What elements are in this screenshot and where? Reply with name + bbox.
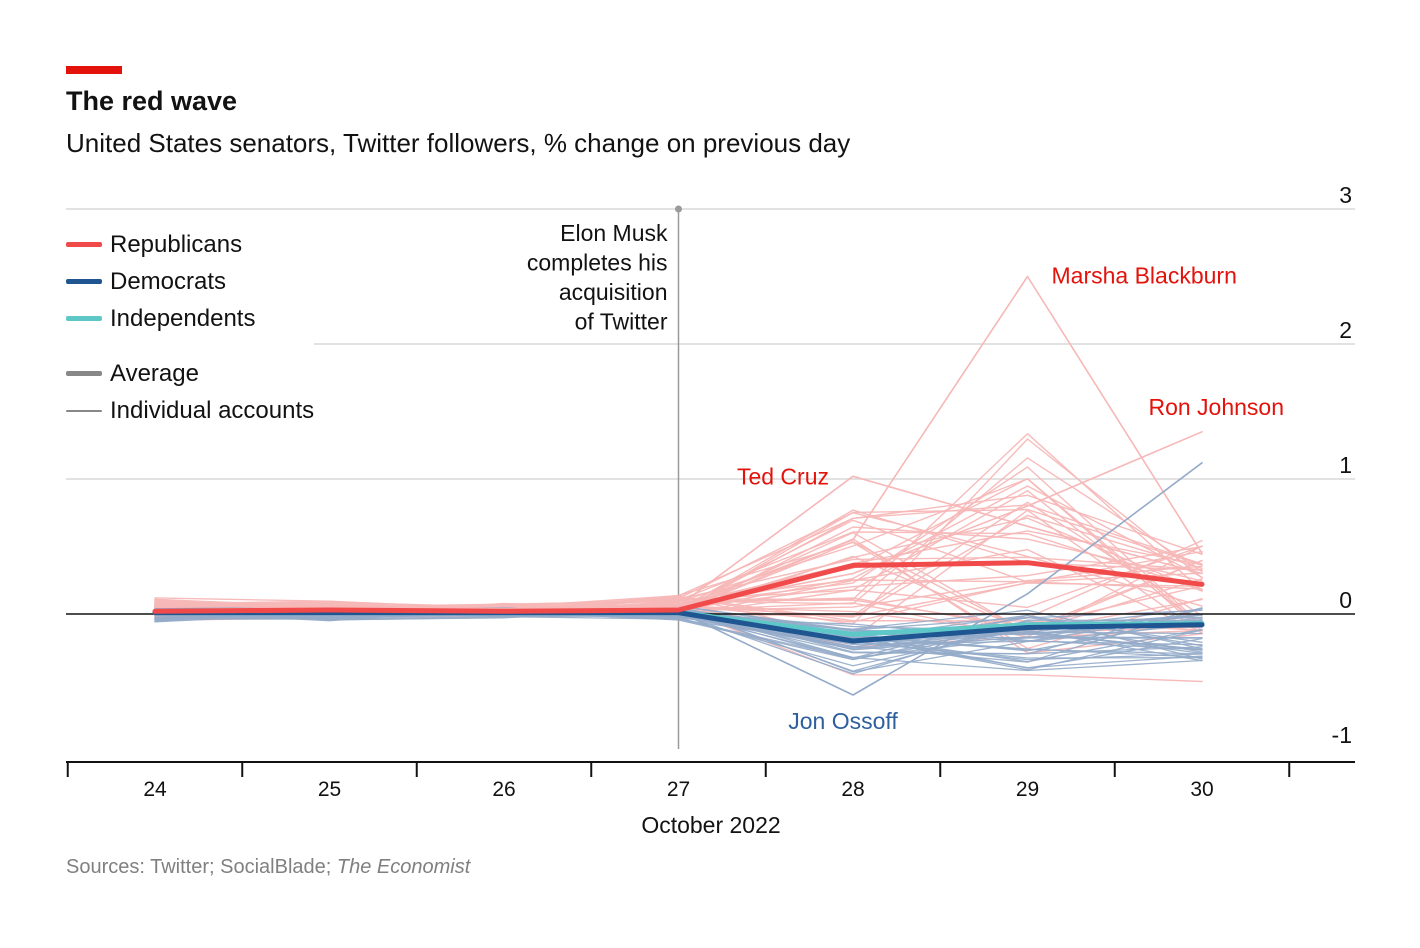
legend-item-republicans: Republicans	[66, 226, 314, 263]
x-tick-label-29: 29	[1016, 778, 1039, 801]
legend-label-individual: Individual accounts	[110, 396, 315, 424]
legend-swatch-republicans	[66, 242, 102, 247]
legend-item-average: Average	[66, 355, 314, 392]
brand-red-bar	[66, 66, 122, 74]
y-tick-label--1: -1	[1332, 722, 1352, 748]
annotation-text-line-1: Elon Musk	[560, 220, 668, 246]
series-label-ron-johnson: Ron Johnson	[1148, 394, 1284, 420]
series-label-jon-ossoff: Jon Ossoff	[788, 708, 898, 734]
legend-item-democrats: Democrats	[66, 263, 314, 300]
annotation-text-line-4: of Twitter	[575, 309, 668, 335]
x-tick-label-24: 24	[143, 778, 167, 801]
x-tick-label-28: 28	[841, 778, 864, 801]
chart-title: The red wave	[66, 86, 238, 116]
y-tick-label-1: 1	[1339, 452, 1352, 478]
legend: Republicans Democrats Independents Avera…	[66, 226, 314, 429]
x-tick-label-26: 26	[492, 778, 515, 801]
y-tick-label-3: 3	[1339, 182, 1352, 208]
legend-item-individual: Individual accounts	[66, 392, 314, 429]
legend-label-independents: Independents	[110, 304, 256, 332]
legend-label-democrats: Democrats	[110, 267, 227, 295]
x-tick-label-30: 30	[1190, 778, 1213, 801]
series-label-ted-cruz: Ted Cruz	[737, 463, 829, 489]
source-italic: The Economist	[336, 856, 471, 878]
chart-subtitle: United States senators, Twitter follower…	[66, 128, 851, 158]
legend-swatch-democrats	[66, 279, 102, 284]
legend-swatch-individual	[66, 409, 102, 412]
legend-label-republicans: Republicans	[110, 230, 243, 258]
annotation-text-line-2: completes his	[527, 250, 668, 276]
y-tick-label-0: 0	[1339, 587, 1352, 613]
x-tick-label-25: 25	[318, 778, 341, 801]
x-axis-title: October 2022	[641, 812, 780, 838]
average-line-rep	[152, 560, 1205, 614]
y-tick-label-2: 2	[1339, 317, 1352, 343]
legend-swatch-independents	[66, 316, 102, 321]
source-note: Sources: Twitter; SocialBlade; The Econo…	[66, 856, 470, 879]
legend-label-average: Average	[110, 359, 199, 387]
legend-swatch-average	[66, 371, 102, 376]
annotation-dot	[675, 205, 682, 213]
legend-item-independents: Independents	[66, 300, 314, 337]
x-tick-label-27: 27	[667, 778, 690, 801]
average-line-dem	[152, 610, 1205, 644]
dem-individual-line	[154, 609, 1203, 651]
source-prefix: Sources: Twitter; SocialBlade;	[66, 856, 337, 878]
series-label-marsha-blackburn: Marsha Blackburn	[1052, 263, 1237, 289]
individual-line-ted-cruz	[154, 475, 1203, 610]
annotation-text-line-3: acquisition	[559, 279, 668, 305]
